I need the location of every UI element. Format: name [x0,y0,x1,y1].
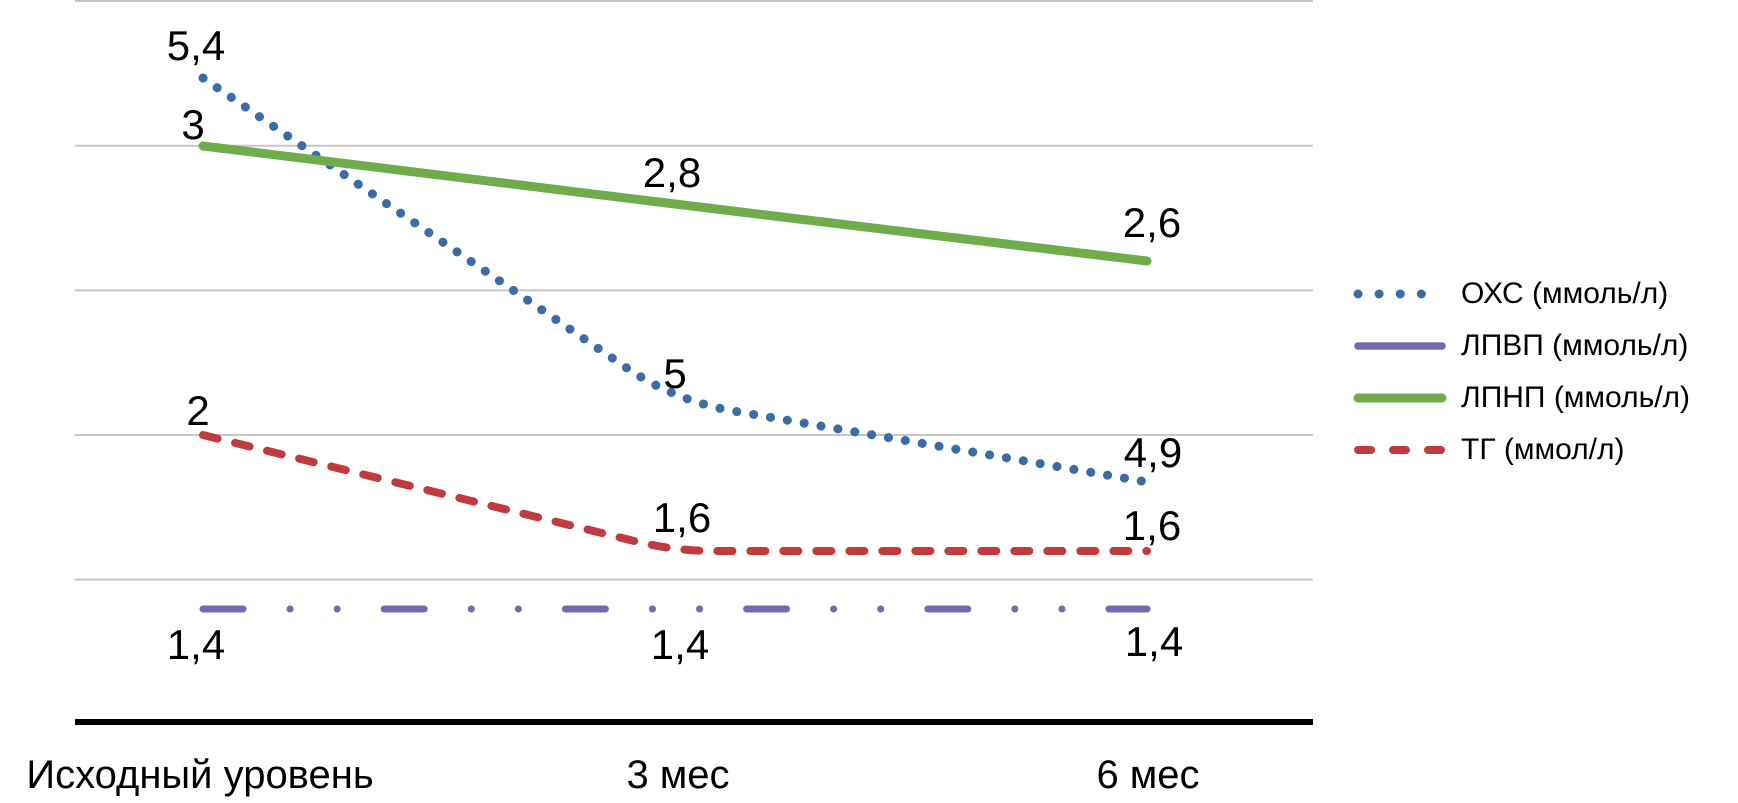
x-axis-label-baseline: Исходный уровень [26,753,374,797]
legend-label-lpvp: ЛПВП (ммоль/л) [1461,329,1689,362]
series-line-tg [199,431,1151,555]
legend-label-lpnp: ЛПНП (ммоль/л) [1461,381,1691,414]
data-label-ohs-2: 4,9 [1124,429,1182,476]
data-label-tg-1: 1,6 [653,494,711,541]
data-label-tg-2: 1,6 [1123,502,1181,549]
legend-marker-lpvp [1354,342,1446,350]
legend-item-lpnp: ЛПНП (ммоль/л) [1352,372,1690,424]
legend-item-ohs: ОХС (ммоль/л) [1352,268,1690,320]
legend-item-tg: ТГ (ммол/л) [1352,424,1690,476]
data-label-lpnp-1: 2,8 [643,149,701,196]
legend-marker-tg [1354,446,1446,454]
data-label-ohs-1: 5 [663,350,686,397]
x-axis-label-6mes: 6 мес [1096,753,1200,797]
data-label-lpnp-2: 2,6 [1123,199,1181,246]
legend-item-lpvp: ЛПВП (ммоль/л) [1352,320,1690,372]
legend-marker-ohs [1353,289,1447,299]
legend-marker-lpnp [1353,393,1447,403]
series-line-lpnp [198,141,1152,266]
data-label-ohs-0: 5,4 [167,22,225,69]
data-label-lpvp-2: 1,4 [1125,618,1183,665]
data-label-lpvp-1: 1,4 [651,621,709,668]
chart-legend: ОХС (ммоль/л) ЛПВП (ммоль/л) ЛПНП (ммоль… [1352,268,1690,476]
data-label-tg-0: 2 [186,387,209,434]
series-line-ohs [198,73,1152,487]
data-label-lpvp-0: 1,4 [167,621,225,668]
legend-label-tg: ТГ (ммол/л) [1461,433,1625,466]
x-axis-label-3mes: 3 мес [626,753,730,797]
legend-label-ohs: ОХС (ммоль/л) [1461,277,1669,310]
data-label-lpnp-0: 3 [181,101,204,148]
